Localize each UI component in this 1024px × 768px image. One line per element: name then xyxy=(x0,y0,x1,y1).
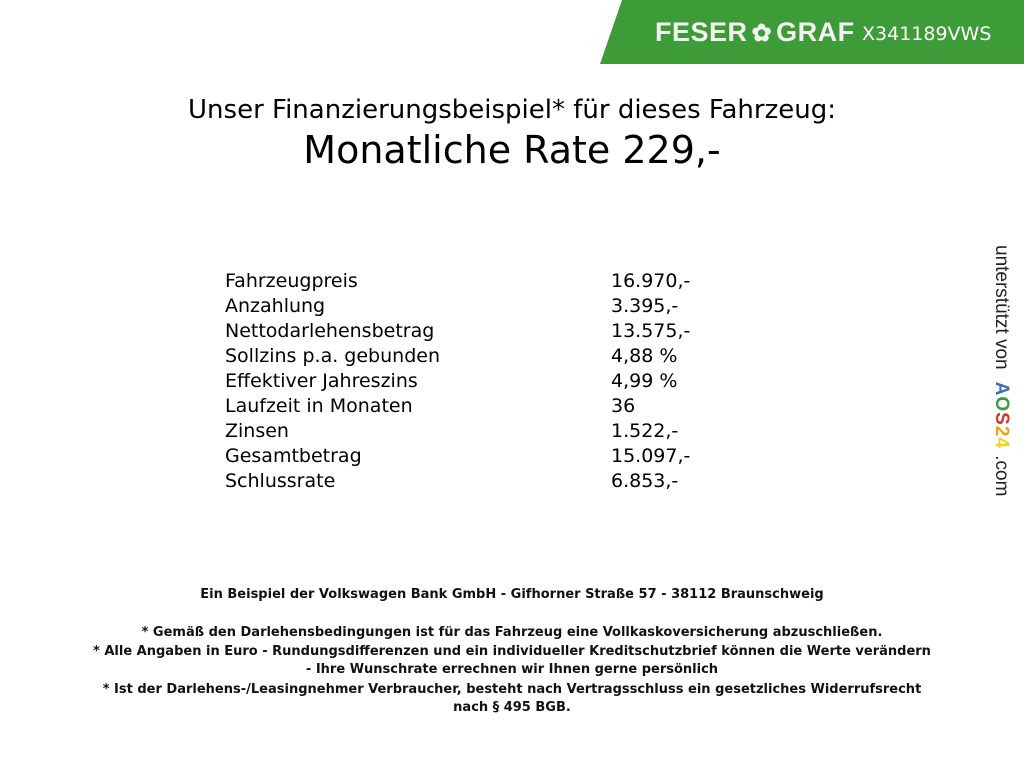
supported-by-label: unterstützt von xyxy=(991,245,1012,370)
row-label: Sollzins p.a. gebunden xyxy=(225,345,440,367)
header-banner xyxy=(600,0,1024,64)
row-value: 3.395,- xyxy=(611,295,679,317)
brand-letter: 2 xyxy=(991,425,1012,438)
finance-table: Fahrzeugpreis 16.970,- Anzahlung 3.395,- Net… xyxy=(225,269,725,494)
row-label: Laufzeit in Monaten xyxy=(225,395,413,417)
row-label: Fahrzeugpreis xyxy=(225,270,358,292)
footnote-wishrate: - Ihre Wunschrate errechnen wir Ihnen ge… xyxy=(305,662,719,677)
row-label: Zinsen xyxy=(225,420,289,442)
feser-graf-logo: FESER ✿ GRAF xyxy=(655,17,855,47)
row-value: 1.522,- xyxy=(611,420,679,442)
brand-suffix: .com xyxy=(991,455,1012,497)
table-row: Anzahlung 3.395,- xyxy=(225,294,725,319)
bank-info: Ein Beispiel der Volkswagen Bank GmbH - … xyxy=(200,587,824,602)
row-label: Effektiver Jahreszins xyxy=(225,370,418,392)
table-row: Schlussrate 6.853,- xyxy=(225,469,725,494)
footnote-bgb: nach § 495 BGB. xyxy=(453,700,571,715)
monthly-rate: Monatliche Rate 229,- xyxy=(303,128,721,172)
table-row: Sollzins p.a. gebunden 4,88 % xyxy=(225,344,725,369)
row-label: Anzahlung xyxy=(225,295,326,317)
table-row: Fahrzeugpreis 16.970,- xyxy=(225,269,725,294)
row-value: 4,99 % xyxy=(611,370,678,392)
row-label: Nettodarlehensbetrag xyxy=(225,320,435,342)
aos24-logo: AOS24 xyxy=(991,382,1012,456)
table-row: Laufzeit in Monaten 36 xyxy=(225,394,725,419)
brand-letter: O xyxy=(991,396,1012,413)
page-title: Unser Finanzierungsbeispiel* für dieses … xyxy=(188,95,836,125)
brand-letter: S xyxy=(991,412,1012,426)
row-value: 36 xyxy=(611,395,636,417)
footnote-withdrawal: * Ist der Darlehens-/Leasingnehmer Verbr… xyxy=(102,682,922,697)
row-label: Gesamtbetrag xyxy=(225,445,362,467)
brand-letter: 4 xyxy=(991,437,1012,449)
clover-icon: ✿ xyxy=(751,20,773,47)
row-value: 13.575,- xyxy=(611,320,691,342)
row-value: 15.097,- xyxy=(611,445,691,467)
brand-letter: A xyxy=(991,381,1012,397)
row-label: Schlussrate xyxy=(225,470,336,492)
row-value: 6.853,- xyxy=(611,470,679,492)
table-row: Effektiver Jahreszins 4,99 % xyxy=(225,369,725,394)
footnote-insurance: * Gemäß den Darlehensbedingungen ist für… xyxy=(141,625,883,640)
table-row: Zinsen 1.522,- xyxy=(225,419,725,444)
footnote-euro: * Alle Angaben in Euro - Rundungsdiffere… xyxy=(93,644,931,659)
row-value: 4,88 % xyxy=(611,345,678,367)
supported-by: unterstützt von AOS24 .com xyxy=(990,245,1012,496)
table-row: Nettodarlehensbetrag 13.575,- xyxy=(225,319,725,344)
row-value: 16.970,- xyxy=(611,270,691,292)
table-row: Gesamtbetrag 15.097,- xyxy=(225,444,725,469)
vehicle-id: X341189VWS xyxy=(862,23,992,45)
